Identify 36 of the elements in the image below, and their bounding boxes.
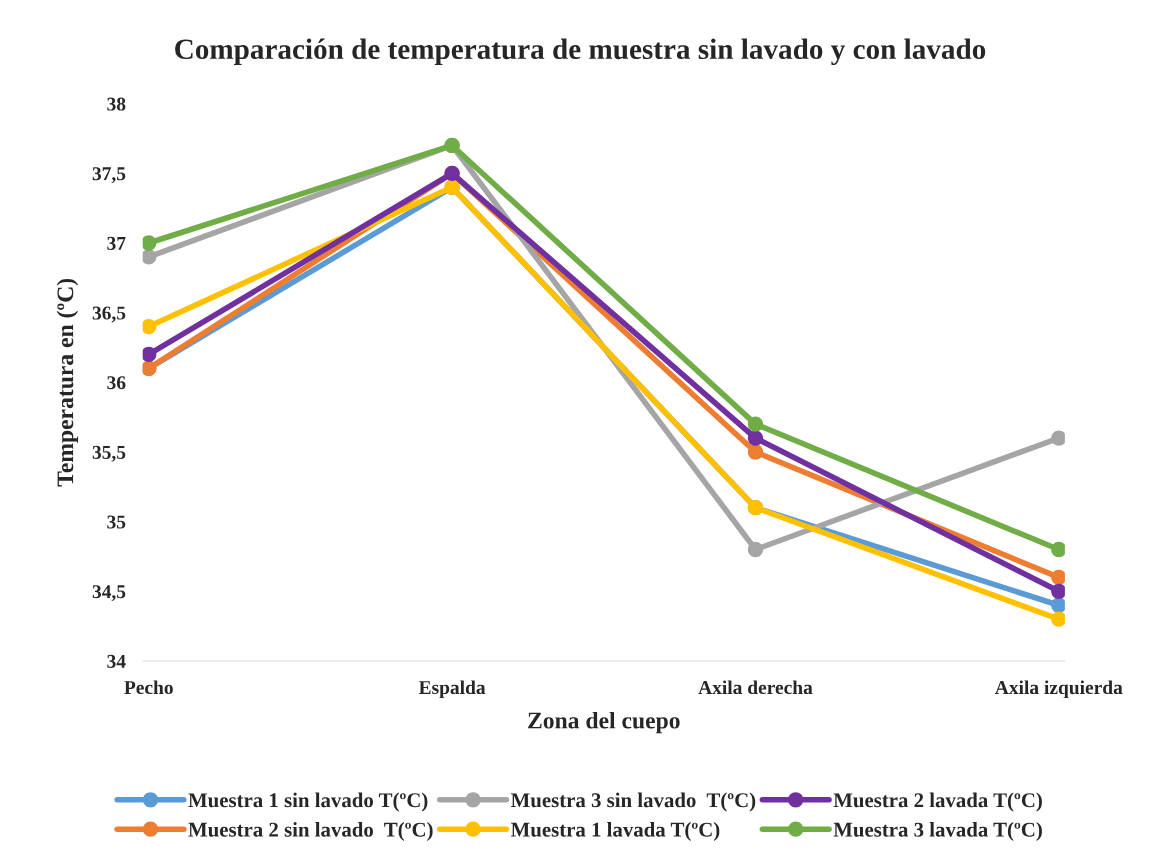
point [747, 444, 764, 460]
point [142, 318, 157, 335]
y-tick-label: 38 [107, 97, 126, 111]
y-tick-label: 35,5 [92, 445, 126, 462]
chart-title: Comparación de temperatura de muestra sin lavado y con lavado [175, 38, 986, 66]
legend-label: Muestra 3 sin lavado T(ºC) [510, 792, 756, 812]
point [1051, 430, 1065, 446]
point [1051, 611, 1065, 627]
x-tick-label: Espalda [418, 680, 486, 699]
point [747, 416, 764, 432]
y-axis-title: Temperatura en (ºC) [56, 278, 79, 487]
point [142, 235, 157, 251]
point [1051, 541, 1065, 558]
y-tick-label: 37 [107, 236, 126, 250]
x-tick-label: Axila derecha [698, 680, 813, 695]
legend-label: Muestra 1 sin lavado T(ºC) [188, 792, 428, 812]
y-tick-label: 35 [107, 515, 126, 529]
legend-label: Muestra 2 lavada T(ºC) [833, 792, 1042, 812]
point [747, 430, 764, 446]
x-axis-title: Zona del cuepo [528, 711, 680, 734]
legend-label: Muestra 2 sin lavado T(ºC) [188, 822, 433, 841]
legend-label: Muestra 1 lavada T(ºC) [510, 822, 720, 841]
y-tick-label: 34,5 [92, 585, 126, 602]
legend-label: Muestra 3 lavada T(ºC) [833, 822, 1042, 841]
x-tick-label: Pecho [124, 680, 173, 695]
x-tick-label: Axila izquierda [995, 680, 1123, 699]
y-tick-label: 36,5 [92, 306, 126, 323]
point [142, 346, 157, 363]
y-tick-label: 36 [107, 376, 126, 390]
point [1051, 597, 1065, 613]
y-tick-label: 34 [107, 654, 126, 668]
y-tick-label: 37,5 [92, 167, 126, 184]
point [1051, 569, 1065, 586]
point [747, 541, 764, 558]
point [142, 249, 157, 265]
point [1051, 583, 1065, 599]
